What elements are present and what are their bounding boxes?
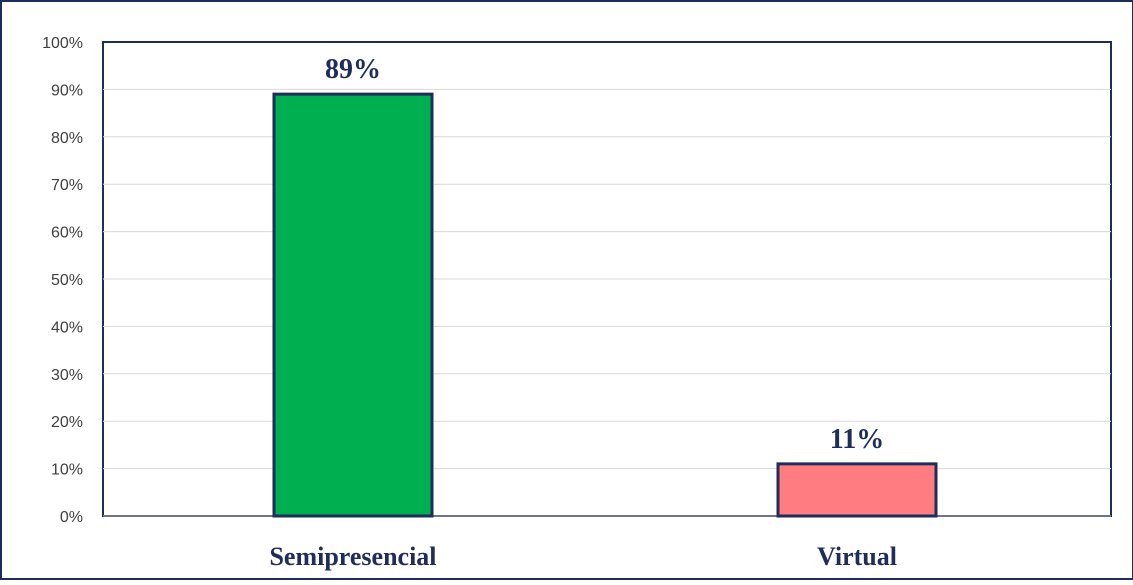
bar-semipresencial xyxy=(272,92,434,518)
y-tick-label: 30% xyxy=(51,367,83,384)
bar-virtual xyxy=(776,462,938,518)
bars xyxy=(272,92,938,518)
data-labels: 89% 11% xyxy=(325,54,884,455)
y-tick-label: 60% xyxy=(51,225,83,242)
y-tick-label: 90% xyxy=(51,82,83,99)
y-tick-label: 20% xyxy=(51,414,83,431)
y-tick-label: 70% xyxy=(51,177,83,194)
x-axis-categories: Semipresencial Virtual xyxy=(269,542,896,571)
data-label-virtual: 11% xyxy=(830,424,884,455)
y-axis-ticks: 0% 10% 20% 30% 40% 50% 60% 70% 80% 90% 100% xyxy=(42,35,83,526)
y-tick-label: 10% xyxy=(51,462,83,479)
y-tick-label: 50% xyxy=(51,272,83,289)
y-tick-label: 0% xyxy=(60,509,83,526)
data-label-semipresencial: 89% xyxy=(325,54,381,85)
category-label-virtual: Virtual xyxy=(817,542,897,571)
y-tick-label: 100% xyxy=(42,35,83,52)
y-tick-label: 80% xyxy=(51,130,83,147)
gridlines xyxy=(103,88,1111,517)
category-label-semipresencial: Semipresencial xyxy=(269,542,436,571)
y-tick-label: 40% xyxy=(51,319,83,336)
